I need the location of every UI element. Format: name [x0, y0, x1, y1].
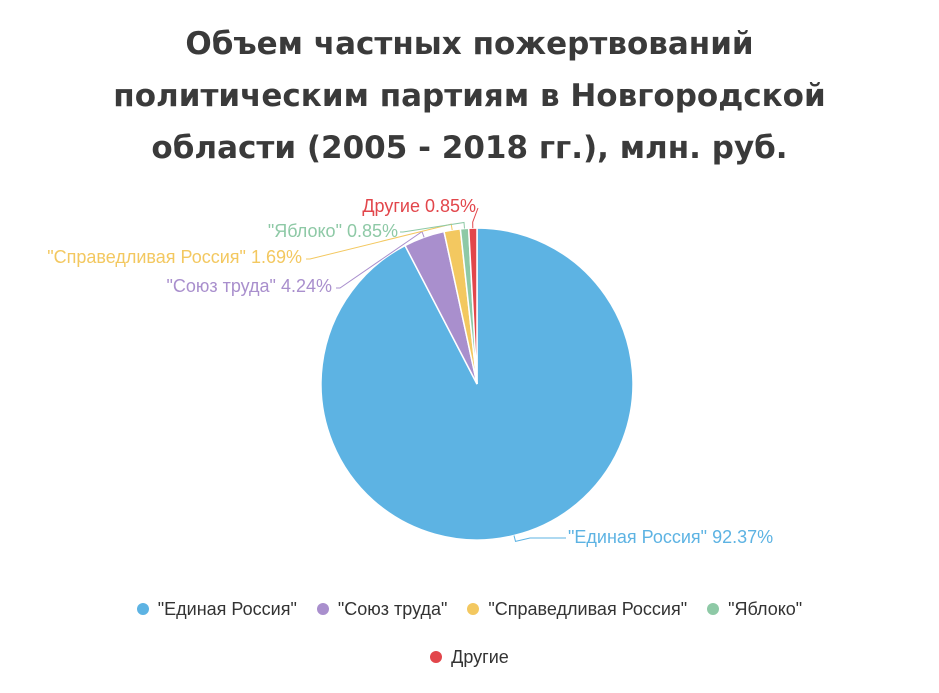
legend-item-yabloko[interactable]: "Яблоко"	[707, 599, 802, 620]
leader-line-другие	[472, 207, 479, 229]
legend-marker	[467, 603, 480, 615]
legend-item-drugie[interactable]: Другие	[430, 647, 509, 668]
data-label-союз-труда: "Союз труда" 4.24%	[166, 276, 332, 296]
legend-row-1: "Единая Россия" "Союз труда" "Справедлив…	[0, 597, 939, 621]
legend-marker	[316, 603, 329, 615]
leader-line-союз-труда	[336, 230, 425, 289]
leader-line-справедливая-россия	[306, 223, 453, 260]
leader-line-единая-россия	[513, 535, 566, 542]
legend-label: "Союз труда"	[337, 598, 448, 619]
legend-label: Другие	[451, 646, 509, 667]
legend-marker	[707, 603, 720, 615]
legend-marker	[136, 603, 149, 615]
chart-title-line-1: Объем частных пожертвований	[185, 26, 754, 62]
data-label-другие: Другие 0.85%	[362, 196, 476, 216]
data-label-справедливая-россия: "Справедливая Россия" 1.69%	[47, 247, 302, 267]
chart-legend: "Единая Россия" "Союз труда" "Справедлив…	[0, 597, 939, 693]
legend-item-edinaya-rossiya[interactable]: "Единая Россия"	[136, 598, 297, 620]
chart-title-line-3: области (2005 - 2018 гг.), млн. руб.	[151, 130, 788, 166]
chart-title-line-2: политическим партиям в Новгородской	[113, 78, 826, 114]
legend-label: "Справедливая Россия"	[488, 598, 688, 619]
legend-item-spravedlivaya-rossiya[interactable]: "Справедливая Россия"	[467, 599, 687, 620]
chart-title: Объем частных пожертвований политическим…	[0, 18, 939, 174]
legend-label: "Единая Россия"	[157, 598, 297, 619]
legend-row-2: Другие	[0, 645, 939, 669]
data-label-единая-россия: "Единая Россия" 92.37%	[568, 527, 773, 547]
leader-line-яблоко	[400, 221, 465, 233]
legend-item-soyuz-truda[interactable]: "Союз труда"	[316, 598, 448, 620]
legend-label: "Яблоко"	[728, 598, 803, 619]
data-label-яблоко: "Яблоко" 0.85%	[268, 221, 398, 241]
legend-marker	[430, 651, 443, 663]
